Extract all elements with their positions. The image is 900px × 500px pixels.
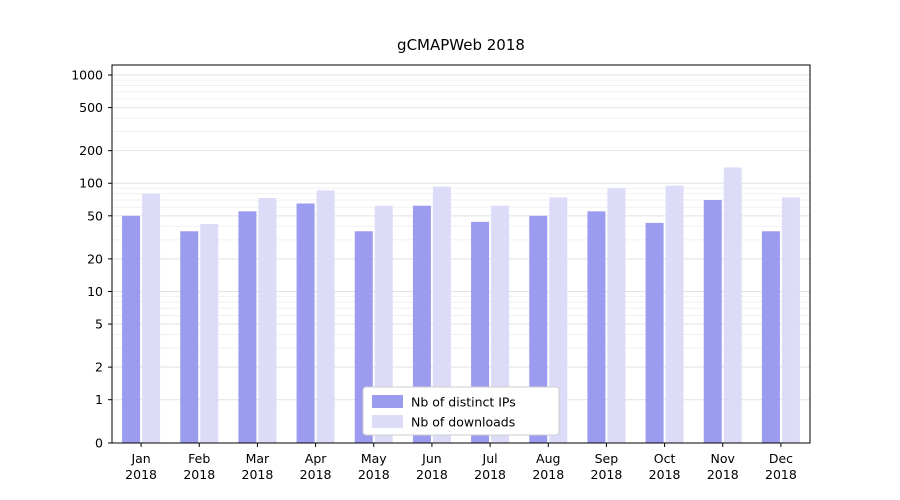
x-tick-label-month: Oct: [654, 451, 676, 466]
bar-downloads-aug: [549, 197, 568, 443]
bar-distinct-ips-mar: [238, 211, 257, 443]
gridlines: [112, 74, 810, 401]
y-tick-label: 200: [79, 143, 103, 158]
bar-downloads-jul: [491, 205, 510, 443]
legend-swatch-downloads: [372, 415, 403, 428]
x-tick-label-year: 2018: [358, 467, 390, 482]
x-tick-label-month: Mar: [246, 451, 270, 466]
x-tick-label-year: 2018: [242, 467, 274, 482]
bar-downloads-may: [374, 205, 393, 443]
x-tick-label-year: 2018: [532, 467, 564, 482]
bar-distinct-ips-apr: [296, 203, 315, 443]
x-tick-label-year: 2018: [416, 467, 448, 482]
bar-distinct-ips-dec: [761, 231, 780, 443]
x-tick-label-month: Jun: [421, 451, 442, 466]
x-tick-label-month: Jul: [482, 451, 498, 466]
bar-downloads-apr: [316, 190, 335, 443]
legend-label-downloads: Nb of downloads: [411, 415, 515, 430]
axes-frame: [111, 64, 811, 444]
x-tick-label-month: Aug: [536, 451, 560, 466]
chart-title: gCMAPWeb 2018: [397, 36, 525, 54]
bars: [122, 167, 800, 444]
legend-box: [362, 386, 560, 436]
x-tick-label-month: Nov: [711, 451, 736, 466]
y-axis: 0 1 2 5 10 20 50 100 200 500 1000: [71, 68, 112, 451]
x-tick-label-month: Sep: [595, 451, 619, 466]
bar-distinct-ips-feb: [180, 231, 199, 443]
x-tick-label-month: Dec: [769, 451, 793, 466]
bar-distinct-ips-oct: [645, 222, 664, 443]
y-tick-label: 10: [87, 284, 103, 299]
bar-downloads-feb: [200, 224, 219, 443]
x-tick-label-year: 2018: [183, 467, 215, 482]
bar-distinct-ips-jan: [122, 215, 141, 443]
plot-area: 01251020501002005001000Jan2018Feb2018Mar…: [71, 64, 811, 482]
bar-downloads-dec: [781, 197, 800, 443]
y-tick-label: 2: [95, 360, 103, 375]
bar-downloads-mar: [258, 198, 277, 443]
bar-distinct-ips-jun: [412, 205, 431, 443]
bar-downloads-jun: [432, 186, 451, 443]
x-tick-label-month: Jan: [130, 451, 150, 466]
x-tick-label-year: 2018: [707, 467, 739, 482]
x-tick-label-year: 2018: [649, 467, 681, 482]
x-tick-label-year: 2018: [300, 467, 332, 482]
y-tick-label: 100: [79, 176, 103, 191]
y-tick-label: 20: [87, 251, 103, 266]
y-tick-label: 500: [79, 100, 103, 115]
bar-downloads-oct: [665, 185, 684, 443]
bar-distinct-ips-nov: [703, 200, 722, 443]
x-axis: Jan2018Feb2018Mar2018Apr2018May2018Jun20…: [125, 443, 797, 482]
legend: Nb of distinct IPs Nb of downloads: [362, 386, 560, 436]
y-tick-label: 1000: [71, 68, 103, 83]
bar-distinct-ips-aug: [529, 215, 548, 443]
x-tick-label-year: 2018: [765, 467, 797, 482]
y-tick-label: 50: [87, 208, 103, 223]
x-tick-label-year: 2018: [591, 467, 623, 482]
x-tick-label-month: Apr: [305, 451, 327, 466]
x-tick-label-month: Feb: [188, 451, 210, 466]
y-tick-label: 1: [95, 392, 103, 407]
bar-downloads-sep: [607, 188, 626, 443]
x-tick-label-year: 2018: [474, 467, 506, 482]
x-tick-label-month: May: [361, 451, 387, 466]
legend-swatch-distinct-ips: [372, 395, 403, 408]
x-tick-label-year: 2018: [125, 467, 157, 482]
bar-downloads-nov: [723, 167, 742, 444]
legend-label-distinct-ips: Nb of distinct IPs: [411, 395, 516, 410]
y-tick-label: 5: [95, 317, 103, 332]
bar-distinct-ips-sep: [587, 211, 606, 443]
y-tick-label: 0: [95, 436, 103, 451]
bar-downloads-jan: [142, 193, 161, 443]
